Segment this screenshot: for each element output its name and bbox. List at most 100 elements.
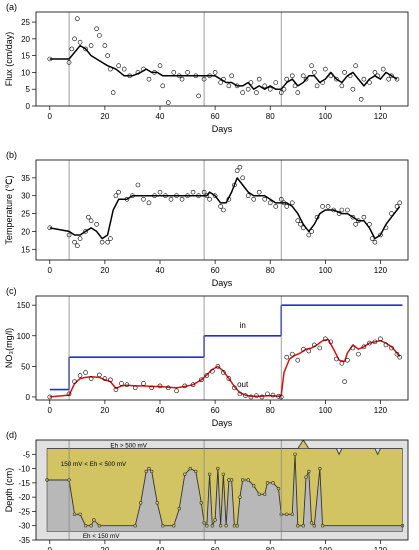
x-tick-label: 40 xyxy=(156,546,165,550)
observed-point xyxy=(94,26,99,32)
observed-point xyxy=(284,76,290,82)
observed-point xyxy=(77,236,83,241)
observed-point xyxy=(94,221,99,227)
depth-point xyxy=(229,478,234,482)
x-tick-label: 60 xyxy=(211,266,220,275)
observed-point xyxy=(72,36,77,42)
x-tick-label: 40 xyxy=(156,266,165,275)
observed-point xyxy=(204,373,210,378)
observed-point xyxy=(218,80,223,85)
observed-point xyxy=(226,376,232,381)
observed-point xyxy=(389,73,394,79)
observed-point xyxy=(75,16,80,22)
observed-point xyxy=(300,225,306,231)
observed-point xyxy=(328,339,334,345)
observed-point xyxy=(130,193,135,199)
plot-frame xyxy=(35,295,409,401)
depth-point xyxy=(263,492,267,496)
observed-point xyxy=(66,60,72,65)
observed-point xyxy=(350,214,356,220)
observed-point xyxy=(88,376,94,381)
x-axis-label: Days xyxy=(212,418,233,428)
observed-point xyxy=(309,229,314,234)
observed-point xyxy=(135,182,141,188)
observed-point xyxy=(267,200,273,206)
observed-point xyxy=(121,66,127,72)
observed-point xyxy=(298,221,303,227)
observed-point xyxy=(69,46,75,52)
panel-label: (b) xyxy=(6,150,17,160)
x-tick-label: 100 xyxy=(319,266,333,275)
depth-point xyxy=(227,478,231,482)
observed-point xyxy=(295,90,301,95)
observed-point xyxy=(245,193,251,199)
observed-point xyxy=(323,66,328,72)
x-tick-label: 0 xyxy=(48,406,53,415)
y-tick-label: -10 xyxy=(18,465,30,474)
observed-point xyxy=(66,391,72,397)
observed-point xyxy=(124,382,130,388)
depth-point xyxy=(183,472,187,476)
observed-point xyxy=(201,76,207,82)
x-tick-label: 0 xyxy=(48,546,53,550)
observed-point xyxy=(135,70,141,75)
observed-point xyxy=(207,196,212,202)
observed-point xyxy=(300,346,306,352)
observed-point xyxy=(372,239,378,245)
observed-point xyxy=(262,83,268,89)
observed-point xyxy=(116,63,121,69)
observed-point xyxy=(378,336,383,342)
observed-point xyxy=(212,193,218,199)
observed-point xyxy=(312,342,317,348)
observed-point xyxy=(102,43,108,48)
observed-point xyxy=(345,357,350,363)
observed-point xyxy=(397,354,403,360)
observed-point xyxy=(234,83,240,89)
observed-point xyxy=(345,207,350,213)
observed-point xyxy=(179,196,185,202)
observed-point xyxy=(229,73,234,79)
observed-point xyxy=(72,239,77,245)
observed-point xyxy=(108,66,113,72)
observed-point xyxy=(312,70,317,75)
observed-point xyxy=(256,76,262,82)
observed-point xyxy=(270,392,276,398)
y-tick-label: 15 xyxy=(21,245,30,254)
observed-point xyxy=(218,204,223,209)
observed-point xyxy=(199,377,204,383)
observed-point xyxy=(171,70,177,75)
depth-point xyxy=(276,486,281,491)
x-tick-label: 60 xyxy=(211,112,220,121)
observed-point xyxy=(88,43,94,48)
observed-point xyxy=(267,86,273,92)
depth-point xyxy=(199,501,204,505)
zone-frame xyxy=(46,448,403,532)
zone-label: Eh < 150 mV xyxy=(83,533,120,540)
depth-point xyxy=(221,472,226,476)
observed-point xyxy=(47,394,53,400)
depth-point xyxy=(155,501,159,505)
depth-point xyxy=(257,492,261,496)
observed-point xyxy=(248,394,254,400)
observed-point xyxy=(353,63,358,69)
observed-point xyxy=(179,76,185,82)
depth-point xyxy=(265,481,270,485)
observed-point xyxy=(278,394,284,400)
depth-point xyxy=(290,512,294,516)
depth-point xyxy=(133,524,137,528)
observed-point xyxy=(303,76,309,82)
observed-point xyxy=(201,189,207,195)
observed-point xyxy=(317,345,323,351)
plot-area xyxy=(47,160,403,260)
observed-point xyxy=(149,385,155,391)
x-axis-label: Days xyxy=(212,278,233,288)
observed-point xyxy=(339,207,345,213)
observed-point xyxy=(284,204,290,209)
depth-point xyxy=(97,524,102,528)
observed-point xyxy=(185,70,190,75)
annotation: in xyxy=(240,321,246,330)
observed-point xyxy=(86,214,91,220)
plot-frame xyxy=(35,439,409,541)
x-tick-label: 120 xyxy=(374,266,388,275)
observed-point xyxy=(289,351,295,357)
